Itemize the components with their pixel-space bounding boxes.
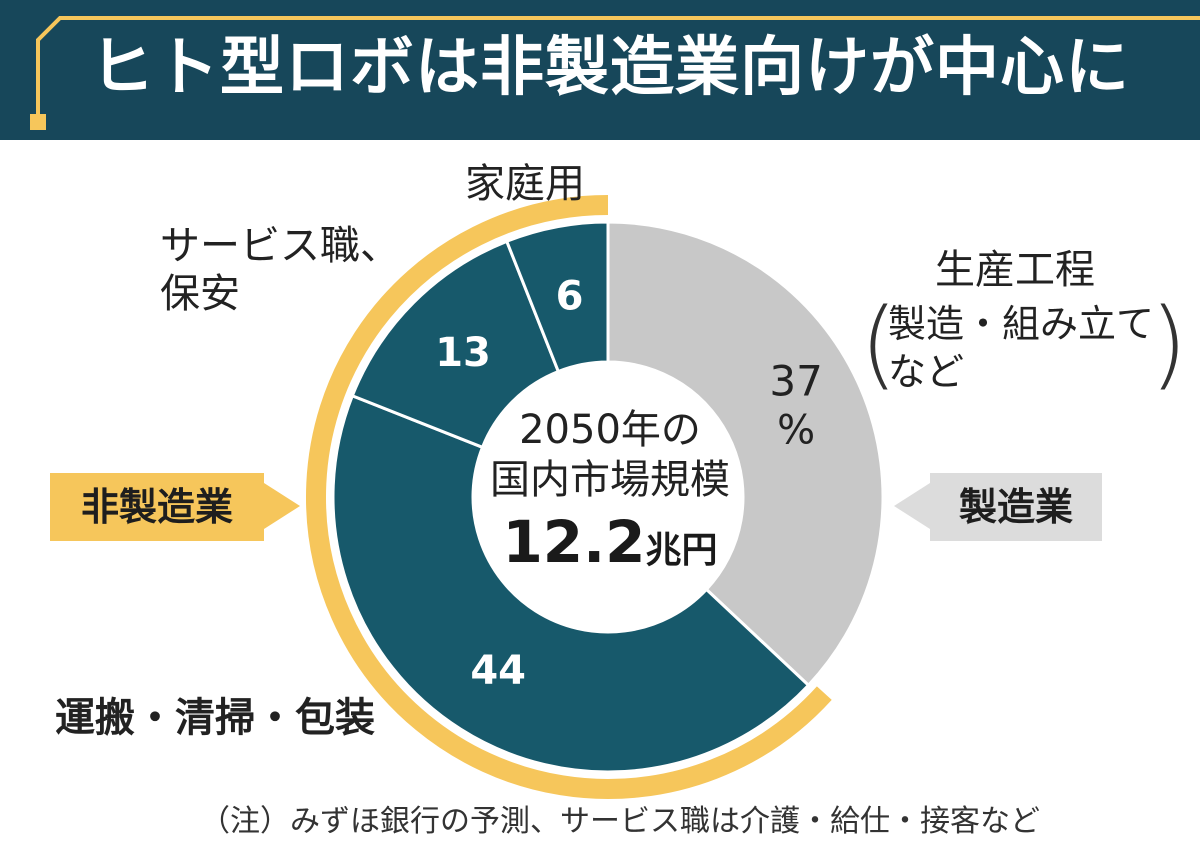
donut-slice-4 [504,220,610,374]
home-use-label: 家庭用 [465,161,585,207]
donut-chart: 37% 44 13 6 [264,195,930,799]
slice-value-label-4: 6 [556,274,584,320]
header-corner-ornament [30,16,1200,130]
center-market-text: 国内市場規模 [490,457,730,503]
center-total: 12.2兆円 [445,509,775,590]
center-summary: 2050年の 国内市場規模 12.2兆円 [445,405,775,590]
production-process-label: 生産工程 [935,247,1095,293]
center-total-value: 12.2 [502,508,646,576]
transport-cleaning-packaging-label: 運搬・清掃・包装 [55,695,375,741]
center-year-text: 2050年の [519,407,701,453]
right-parenthesis: ) [1150,288,1188,400]
slice-value-label-3: 13 [435,330,491,376]
footnote: （注）みずほ銀行の予測、サービス職は介護・給仕・接客など [200,804,1040,839]
manufacturing-tag: 製造業 [930,473,1102,541]
non-manufacturing-tag-pointer [264,483,300,529]
chart-title: ヒト型ロボは非製造業向けが中心に [90,31,1130,105]
center-total-unit: 兆円 [645,530,718,571]
non-manufacturing-group-band [306,195,832,799]
donut-slice-3 [350,239,561,450]
left-parenthesis: ( [860,288,898,400]
slice-value-label-2: 44 [470,648,526,694]
non-manufacturing-tag: 非製造業 [50,473,264,541]
header-banner: ヒト型ロボは非製造業向けが中心に [0,0,1200,140]
donut-slice-1 [606,220,885,688]
production-process-detail: 製造・組み立てなど [888,302,1155,394]
donut-slice-2 [331,393,811,774]
slice-value-label-1: 37 [769,357,822,406]
service-security-label: サービス職、保安 [160,223,400,317]
slice-unit-label-1: % [777,408,815,454]
manufacturing-tag-pointer [894,483,930,529]
